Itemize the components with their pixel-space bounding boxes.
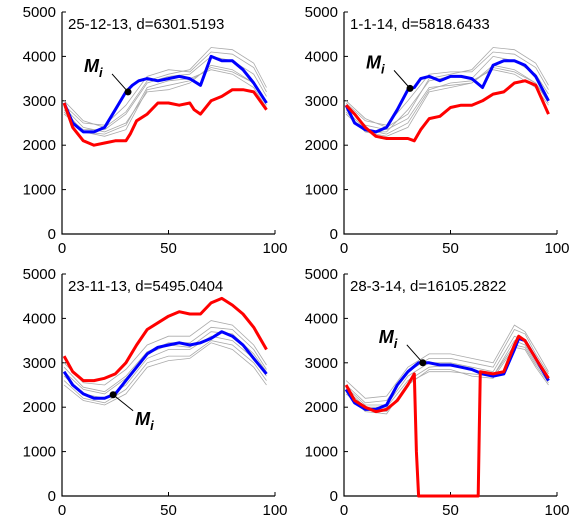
background-series-line	[345, 324, 549, 399]
y-tick-label: 4000	[305, 310, 338, 327]
red-series-line	[345, 79, 550, 143]
y-tick-label: 2000	[23, 137, 56, 154]
marker-label: Mi	[379, 327, 398, 351]
background-series-line	[63, 340, 267, 404]
background-series-line	[345, 51, 549, 126]
panel-title: 28-3-14, d=16105.2822	[350, 278, 506, 295]
x-tick-label: 50	[442, 240, 459, 257]
blue-series-line	[62, 330, 268, 400]
marker-label: Mi	[84, 56, 103, 80]
x-tick-label: 0	[340, 240, 348, 257]
marker-pointer	[112, 394, 134, 412]
y-tick-label: 0	[48, 488, 56, 505]
background-series-line	[345, 64, 549, 131]
y-tick-label: 0	[330, 226, 338, 243]
y-tick-label: 1000	[23, 182, 56, 199]
background-series-line	[345, 67, 549, 137]
x-tick-label: 100	[544, 502, 569, 519]
red-series-line	[62, 88, 268, 147]
background-series-line	[63, 69, 267, 135]
y-tick-label: 2000	[305, 137, 338, 154]
background-series-line	[345, 69, 549, 135]
y-tick-label: 1000	[305, 182, 338, 199]
y-tick-label: 1000	[23, 444, 56, 461]
x-tick-label: 100	[544, 240, 569, 257]
blue-series-line	[62, 54, 268, 134]
y-tick-label: 5000	[305, 4, 338, 21]
x-tick-label: 50	[442, 502, 459, 519]
marker-pointer	[111, 73, 129, 93]
background-series-line	[63, 51, 267, 126]
y-tick-label: 1000	[305, 444, 338, 461]
marker-label: Mi	[366, 52, 385, 76]
panel-top-left: 0 1000 2000 3000 4000 5000 0 50 100 Mi 25-12-13, d…	[23, 4, 288, 257]
background-series-line	[63, 326, 267, 393]
panel-bottom-left: 0 1000 2000 3000 4000 5000 0 50 100 Mi 23-11-13, d…	[23, 266, 288, 519]
marker-pointer	[406, 344, 424, 364]
background-series-line	[345, 335, 549, 406]
background-series-line	[63, 320, 267, 386]
y-tick-label: 5000	[23, 266, 56, 283]
panel-top-right: 0 1000 2000 3000 4000 5000 0 50 100 Mi 1-1-14, d=5…	[305, 4, 570, 257]
panel-title: 23-11-13, d=5495.0404	[68, 278, 223, 295]
x-tick-label: 50	[160, 502, 177, 519]
marker-point	[419, 359, 427, 367]
background-series-line	[345, 344, 549, 415]
y-tick-label: 0	[48, 226, 56, 243]
y-tick-label: 4000	[305, 48, 338, 65]
panel-bottom-right: 0 1000 2000 3000 4000 5000 0 50 100 Mi 28-3-14, d=…	[305, 266, 570, 519]
background-series-line	[345, 328, 549, 404]
background-series-line	[63, 47, 267, 128]
blue-series-line	[344, 336, 550, 411]
red-series-line	[62, 296, 268, 383]
y-tick-label: 4000	[23, 48, 56, 65]
marker-point	[406, 84, 414, 92]
background-series-line	[63, 67, 267, 137]
blue-series-line	[344, 59, 550, 134]
y-tick-label: 3000	[23, 355, 56, 372]
axes-frame	[343, 274, 557, 497]
y-tick-label: 3000	[305, 355, 338, 372]
y-tick-label: 5000	[23, 4, 56, 21]
y-tick-label: 2000	[305, 399, 338, 416]
x-tick-label: 0	[58, 240, 66, 257]
background-series-line	[345, 47, 549, 128]
x-tick-label: 50	[160, 240, 177, 257]
y-tick-label: 5000	[305, 266, 338, 283]
red-series-line	[344, 334, 550, 498]
y-tick-label: 2000	[23, 399, 56, 416]
panel-title: 25-12-13, d=6301.5193	[68, 16, 224, 33]
x-tick-label: 100	[262, 240, 287, 257]
x-tick-label: 100	[262, 502, 287, 519]
marker-point	[124, 88, 132, 96]
y-tick-label: 0	[330, 488, 338, 505]
background-series-line	[63, 342, 267, 406]
axes-frame	[61, 274, 275, 497]
marker-label: Mi	[135, 409, 154, 433]
x-tick-label: 0	[58, 502, 66, 519]
axes-frame	[61, 12, 275, 235]
y-tick-label: 3000	[23, 93, 56, 110]
panel-title: 1-1-14, d=5818.6433	[350, 16, 490, 33]
y-tick-label: 4000	[23, 310, 56, 327]
marker-point	[109, 391, 117, 399]
x-tick-label: 0	[340, 502, 348, 519]
y-tick-label: 3000	[305, 93, 338, 110]
marker-pointer	[393, 70, 411, 89]
